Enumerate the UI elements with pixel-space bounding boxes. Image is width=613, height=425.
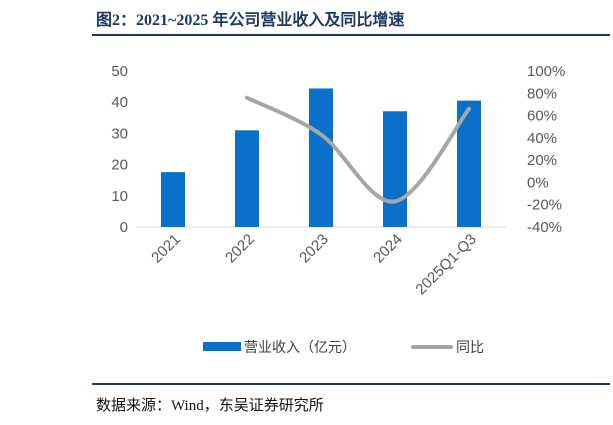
- x-tick-label: 2025Q1-Q3: [412, 231, 479, 298]
- x-tick-label: 2022: [222, 231, 258, 267]
- y-tick-label: 20: [111, 157, 128, 174]
- x-tick-label: 2024: [370, 231, 406, 267]
- x-tick-label: 2023: [296, 231, 332, 267]
- y2-tick-label: -20%: [527, 197, 562, 214]
- y2-tick-label: 100%: [527, 63, 565, 80]
- revenue-bar: [309, 88, 333, 227]
- revenue-bar: [161, 172, 185, 227]
- source-rule: [92, 383, 610, 385]
- y-tick-label: 10: [111, 188, 128, 205]
- revenue-bar: [383, 111, 407, 227]
- figure-title: 图2：2021~2025 年公司营业收入及同比增速: [96, 12, 405, 29]
- legend-swatch-revenue: [203, 342, 241, 351]
- y-tick-label: 50: [111, 63, 128, 80]
- title-rule: [92, 34, 610, 36]
- y-tick-label: 40: [111, 94, 128, 111]
- x-tick-label: 2021: [148, 231, 184, 267]
- y2-tick-label: 60%: [527, 108, 557, 125]
- y2-tick-label: 0%: [527, 174, 549, 191]
- y2-tick-label: 20%: [527, 152, 557, 169]
- yoy-growth-line: [245, 95, 471, 204]
- y-tick-label: 30: [111, 125, 128, 142]
- source-note: 数据来源：Wind，东吴证券研究所: [96, 398, 324, 414]
- y-tick-label: 0: [120, 219, 128, 236]
- legend-label-revenue: 营业收入（亿元）: [244, 340, 356, 356]
- revenue-bar: [235, 130, 259, 227]
- y2-tick-label: 80%: [527, 85, 557, 102]
- y2-tick-label: 40%: [527, 130, 557, 147]
- legend-label-yoy: 同比: [456, 340, 484, 356]
- y2-tick-label: -40%: [527, 219, 562, 236]
